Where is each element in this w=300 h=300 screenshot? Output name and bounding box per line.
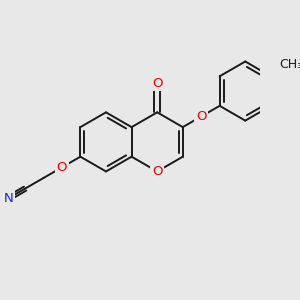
Text: O: O [57, 161, 67, 174]
Text: O: O [196, 110, 206, 123]
Text: O: O [152, 165, 162, 178]
Text: N: N [4, 192, 13, 205]
Text: CH₃: CH₃ [279, 58, 300, 71]
Text: O: O [152, 76, 162, 90]
